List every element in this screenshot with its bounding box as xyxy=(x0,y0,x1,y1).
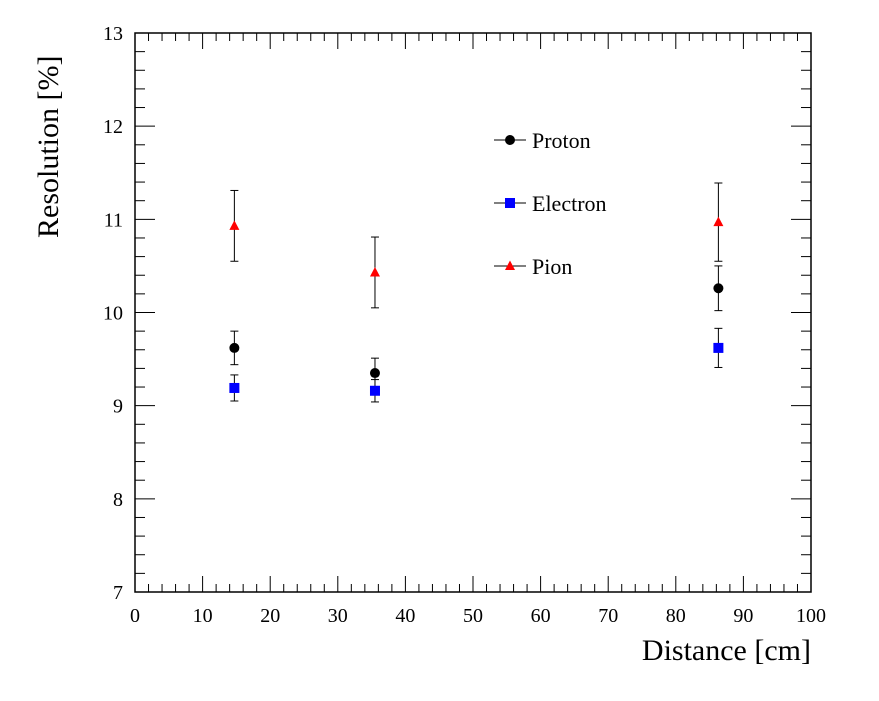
x-tick-label: 50 xyxy=(463,605,483,627)
electron-point xyxy=(369,385,380,396)
pion-point xyxy=(229,220,240,230)
series-layer xyxy=(229,182,724,403)
y-tick-label: 12 xyxy=(103,116,123,138)
y-tick-labels: 7 8 9 10 11 12 13 xyxy=(103,23,123,604)
proton-point xyxy=(369,368,380,379)
y-tick-label: 10 xyxy=(103,303,123,325)
x-tick-label: 100 xyxy=(796,605,826,627)
series-pion xyxy=(229,182,724,309)
y-tick-label: 8 xyxy=(113,489,123,511)
x-tick-label: 40 xyxy=(395,605,415,627)
legend-label-pion: Pion xyxy=(532,254,572,279)
legend-item-pion: Pion xyxy=(494,254,572,279)
pion-point xyxy=(713,216,724,227)
x-tick-label: 20 xyxy=(260,605,280,627)
proton-point xyxy=(713,283,724,294)
legend-label-electron: Electron xyxy=(532,191,607,216)
y-axis-title: Resolution [%] xyxy=(32,56,65,238)
x-axis-title: Distance [cm] xyxy=(642,634,811,667)
electron-point xyxy=(229,382,240,393)
series-electron xyxy=(229,327,724,403)
x-tick-label: 10 xyxy=(193,605,213,627)
x-tick-label: 0 xyxy=(130,605,140,627)
legend-marker-pion xyxy=(505,260,515,270)
series-proton xyxy=(229,265,724,389)
y-tick-label: 7 xyxy=(113,582,123,604)
x-tick-label: 30 xyxy=(328,605,348,627)
plot-frame xyxy=(134,32,812,593)
x-tick-labels: 0 10 20 30 40 50 60 70 80 90 100 xyxy=(130,605,826,627)
legend-label-proton: Proton xyxy=(532,128,591,153)
legend-marker-proton xyxy=(505,135,515,145)
x-tick-label: 70 xyxy=(598,605,618,627)
pion-point xyxy=(369,266,380,277)
legend-item-proton: Proton xyxy=(494,128,591,153)
legend-item-electron: Electron xyxy=(494,191,607,216)
y-tick-label: 9 xyxy=(113,396,123,418)
legend: Proton Electron Pion xyxy=(494,128,607,279)
x-tick-label: 60 xyxy=(531,605,551,627)
x-tick-label: 90 xyxy=(733,605,753,627)
legend-marker-electron xyxy=(505,198,515,208)
y-tick-label: 11 xyxy=(104,209,123,231)
electron-point xyxy=(713,342,724,353)
proton-point xyxy=(229,342,240,353)
y-tick-label: 13 xyxy=(103,23,123,45)
x-tick-label: 80 xyxy=(666,605,686,627)
ticks-layer xyxy=(134,32,812,593)
